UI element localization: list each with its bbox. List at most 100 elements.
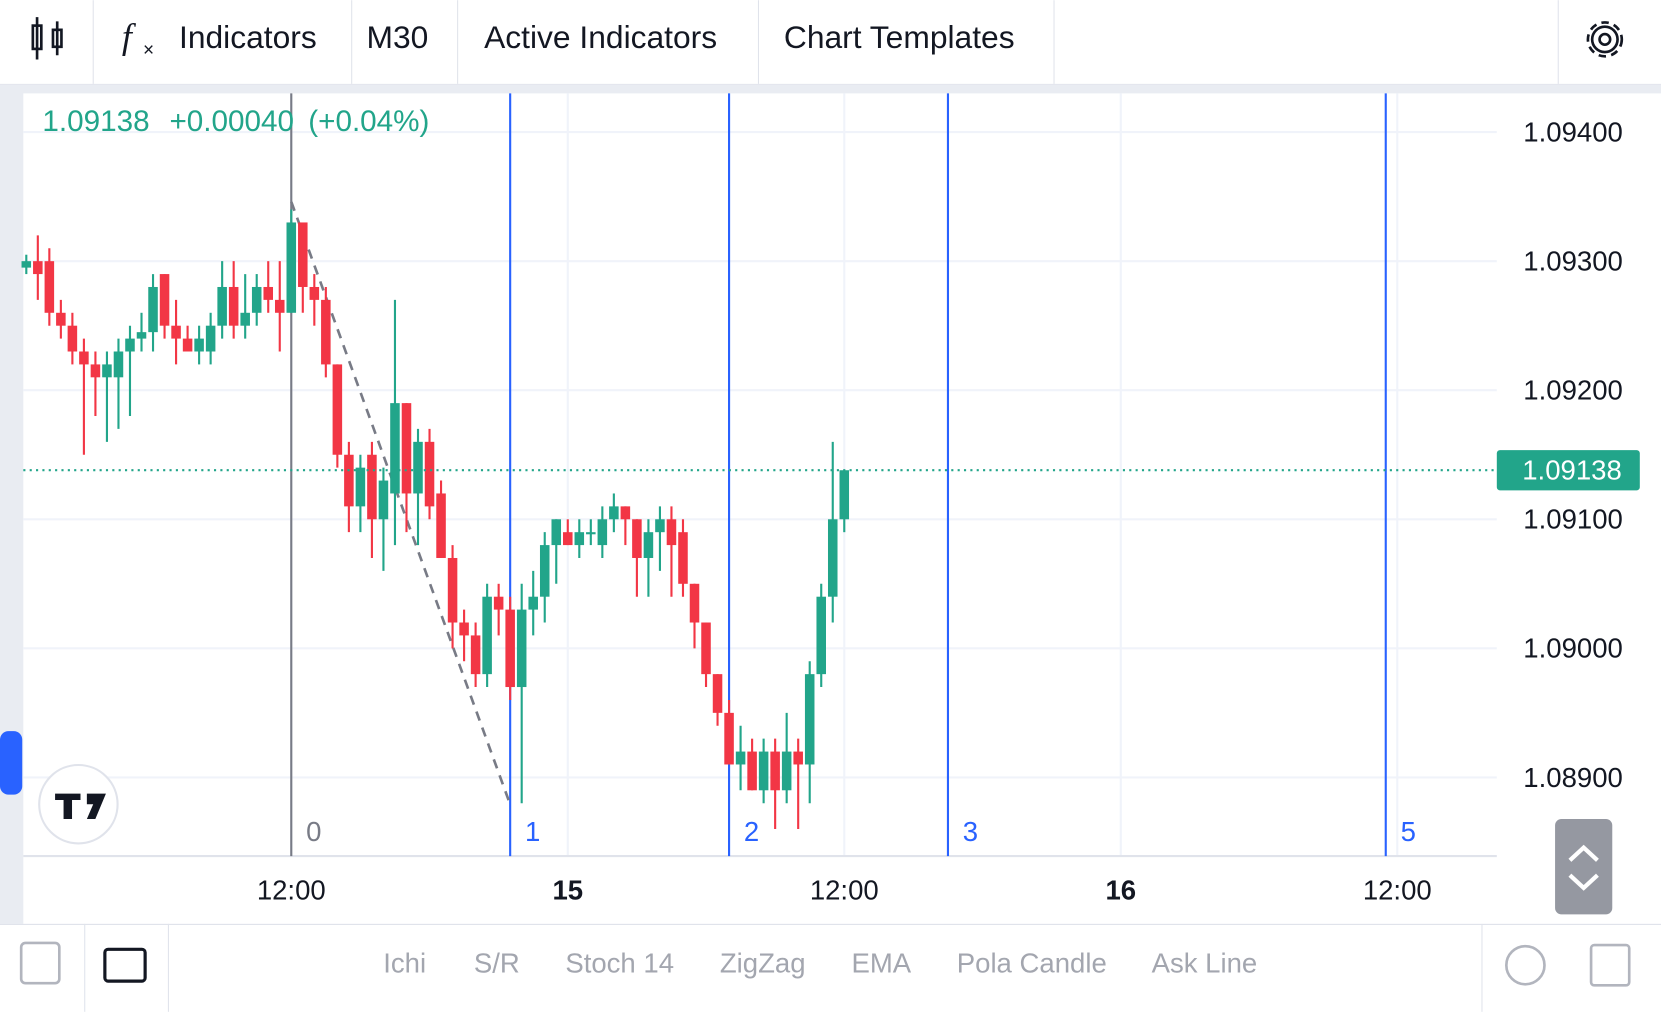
candle-body bbox=[263, 286, 274, 300]
candle-body bbox=[620, 506, 631, 520]
time-zone-label: 5 bbox=[1401, 816, 1416, 847]
y-tick-label: 1.09200 bbox=[1523, 375, 1623, 406]
candle-body bbox=[516, 609, 527, 688]
candle-body bbox=[44, 261, 55, 313]
candle-body bbox=[482, 596, 492, 675]
price-readout: 1.09138 bbox=[42, 105, 149, 138]
candle-body bbox=[298, 222, 308, 287]
last-price-tag bbox=[1496, 450, 1640, 491]
indicator-shortcut[interactable]: Stoch 14 bbox=[565, 947, 674, 978]
indicator-shortcut[interactable]: Ichi bbox=[383, 947, 426, 978]
toolbar-button[interactable]: Chart Templates bbox=[784, 19, 1015, 55]
candle-body bbox=[758, 751, 769, 791]
candle-body bbox=[816, 596, 826, 675]
candle-body bbox=[436, 493, 446, 558]
candle-body bbox=[643, 532, 654, 558]
change-readout: +0.00040 bbox=[169, 105, 294, 138]
candle-body bbox=[217, 286, 227, 326]
candle-body bbox=[274, 299, 285, 313]
candle-body bbox=[355, 467, 366, 507]
settings-icon[interactable] bbox=[1586, 21, 1624, 58]
layout-icon[interactable] bbox=[103, 947, 147, 983]
y-tick-label: 1.08900 bbox=[1523, 762, 1623, 793]
time-zone-label: 1 bbox=[525, 816, 540, 847]
candle-body bbox=[701, 622, 711, 675]
candle-body bbox=[136, 332, 147, 339]
panel-icon[interactable] bbox=[1589, 943, 1631, 987]
candle-body bbox=[781, 751, 792, 791]
toolbar-button[interactable]: Indicators bbox=[179, 19, 317, 55]
candle-body bbox=[251, 286, 262, 313]
candle-body bbox=[447, 557, 458, 623]
candle-body bbox=[413, 441, 423, 494]
sync-icon[interactable] bbox=[1505, 944, 1546, 986]
candle-body bbox=[90, 364, 101, 378]
candle-body bbox=[528, 596, 538, 610]
indicator-shortcut[interactable]: S/R bbox=[474, 947, 520, 978]
candle-body bbox=[827, 519, 838, 597]
candle-body bbox=[839, 470, 850, 520]
time-zone-label: 0 bbox=[306, 816, 321, 847]
top-bar: f × Indicators M30 Active Indicators Cha… bbox=[0, 0, 1661, 85]
candle-body bbox=[539, 545, 550, 597]
candle-body bbox=[240, 312, 250, 326]
toolbar-button[interactable]: M30 bbox=[367, 19, 429, 55]
y-tick-label: 1.09400 bbox=[1523, 117, 1623, 148]
toolbar-button[interactable]: Active Indicators bbox=[484, 19, 717, 55]
candle-body bbox=[632, 519, 642, 558]
candle-body bbox=[597, 519, 608, 546]
indicator-shortcut[interactable]: ZigZag bbox=[720, 947, 806, 978]
candle-body bbox=[125, 338, 135, 352]
candle-body bbox=[159, 274, 170, 326]
candles-icon[interactable] bbox=[31, 17, 63, 60]
indicator-shortcut[interactable]: Pola Candle bbox=[957, 947, 1107, 978]
side-tab[interactable] bbox=[0, 731, 23, 795]
candle-body bbox=[724, 712, 734, 765]
candle-body bbox=[401, 403, 412, 494]
candle-body bbox=[378, 480, 389, 520]
candle-body bbox=[228, 286, 239, 326]
last-price-label: 1.09138 bbox=[1522, 455, 1622, 486]
candle-body bbox=[194, 338, 204, 352]
candle-body bbox=[148, 286, 158, 333]
indicator-shortcut[interactable]: Ask Line bbox=[1152, 947, 1258, 978]
candle-body bbox=[321, 299, 331, 365]
fx-icon: × bbox=[143, 40, 154, 61]
y-tick-label: 1.09000 bbox=[1523, 633, 1623, 664]
x-tick-label: 15 bbox=[552, 874, 583, 905]
candle-body bbox=[367, 454, 377, 520]
y-tick-label: 1.09300 bbox=[1523, 246, 1623, 277]
candle-body bbox=[574, 532, 585, 546]
x-tick-label: 12:00 bbox=[810, 874, 879, 905]
candle-body bbox=[804, 674, 815, 765]
candle-body bbox=[793, 751, 803, 765]
x-tick-label: 12:00 bbox=[1363, 874, 1432, 905]
candle-body bbox=[286, 222, 297, 313]
candle-body bbox=[182, 338, 193, 352]
candle-body bbox=[470, 635, 481, 675]
scale-arrows bbox=[1568, 844, 1599, 891]
candle-body bbox=[309, 286, 320, 300]
candle-body bbox=[390, 403, 400, 494]
candle-body bbox=[67, 325, 78, 352]
x-tick-label: 16 bbox=[1105, 874, 1136, 905]
candle-body bbox=[344, 454, 354, 507]
candle-body bbox=[205, 325, 216, 352]
candle-body bbox=[102, 364, 112, 378]
candle-body bbox=[689, 583, 700, 623]
candle-body bbox=[563, 532, 573, 546]
candle-body bbox=[666, 519, 677, 546]
time-zone-label: 2 bbox=[744, 816, 759, 847]
candle-body bbox=[56, 312, 66, 326]
candle-body bbox=[79, 351, 89, 365]
scale-button[interactable] bbox=[1555, 819, 1613, 915]
candle-body bbox=[505, 609, 515, 688]
indicator-shortcut[interactable]: EMA bbox=[852, 947, 912, 978]
draw-icon[interactable] bbox=[19, 941, 61, 985]
candle-body bbox=[424, 441, 435, 507]
candle-body bbox=[712, 674, 723, 713]
plot: 1.09400 1.09300 1.09200 1.09100 1.09000 1.089… bbox=[0, 93, 1640, 978]
candle-body bbox=[493, 596, 504, 610]
